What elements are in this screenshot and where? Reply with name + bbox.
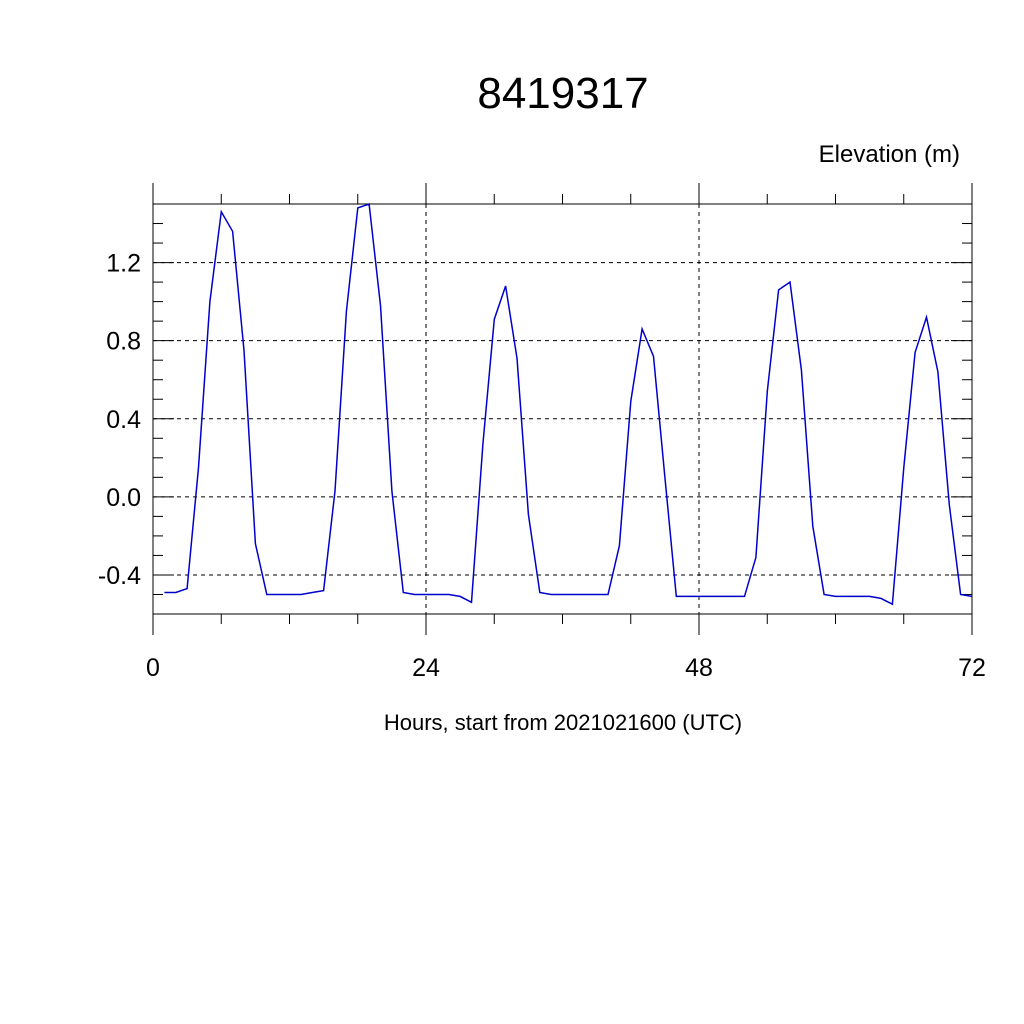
y-tick-labels: -0.4 0.0 0.4 0.8 1.2 (98, 250, 141, 590)
x-tick-label: 24 (412, 654, 440, 682)
x-tick-label: 0 (146, 654, 160, 682)
y-tick-label: 0.8 (106, 328, 141, 356)
plot-frame (152, 203, 973, 615)
axis-ticks (152, 183, 973, 635)
x-tick-label: 48 (685, 654, 713, 682)
y-tick-label: 0.0 (106, 484, 141, 512)
series-line (164, 202, 973, 606)
x-tick-label: 72 (958, 654, 986, 682)
y-tick-label: 0.4 (106, 406, 141, 434)
y-axis-label: Elevation (m) (819, 141, 960, 168)
grid-lines (153, 204, 972, 614)
x-axis-label: Hours, start from 2021021600 (UTC) (384, 710, 742, 735)
x-tick-labels: 0 24 48 72 (146, 654, 986, 682)
y-tick-label: -0.4 (98, 562, 141, 590)
y-tick-label: 1.2 (106, 250, 141, 278)
chart-title: 8419317 (477, 69, 648, 118)
